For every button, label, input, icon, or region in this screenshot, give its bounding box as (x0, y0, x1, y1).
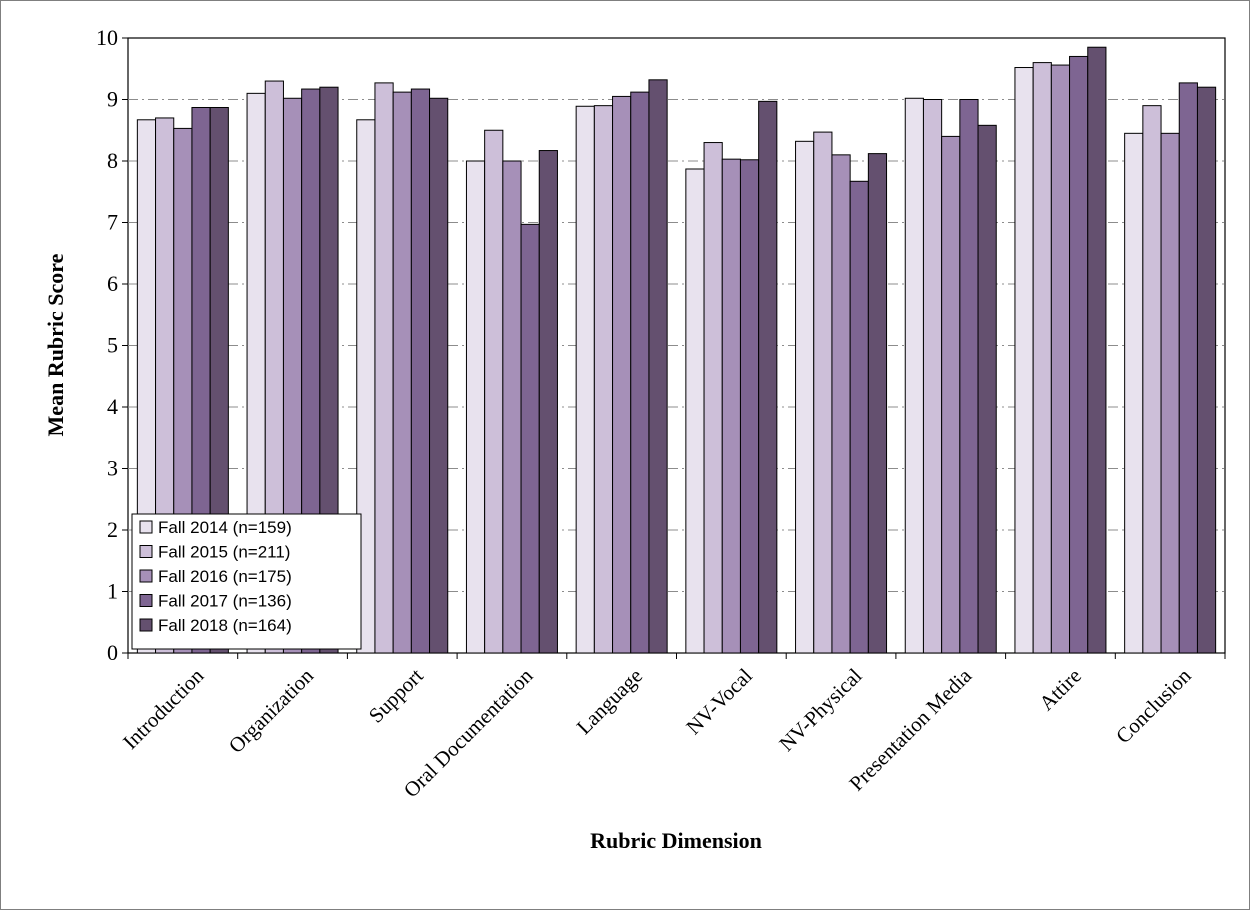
y-tick-label: 6 (107, 271, 118, 296)
bar (502, 160, 522, 654)
bar (319, 86, 339, 654)
legend-swatch (139, 545, 153, 558)
y-tick-label: 0 (107, 640, 118, 665)
bar (977, 124, 997, 654)
bar (612, 95, 632, 654)
bar (648, 79, 668, 654)
bar (795, 140, 815, 654)
x-tick-label: Language (572, 664, 648, 740)
bar (538, 150, 558, 654)
bar (813, 131, 833, 654)
bar (520, 223, 540, 654)
bar (739, 159, 760, 654)
y-tick-label: 1 (107, 579, 118, 604)
bar (1160, 132, 1180, 654)
bar (374, 82, 394, 654)
x-tick-label: Attire (1034, 664, 1086, 716)
bar (484, 129, 504, 654)
legend-label: Fall 2014 (n=159) (158, 518, 292, 537)
y-tick-label: 5 (107, 333, 118, 358)
legend-label: Fall 2017 (n=136) (158, 592, 292, 611)
bar (1142, 105, 1162, 654)
bar (922, 99, 943, 654)
legend-swatch (139, 569, 153, 583)
bar (575, 105, 595, 654)
bar (959, 99, 979, 654)
bar (465, 160, 486, 654)
legend-box (131, 513, 362, 650)
bar (721, 158, 741, 654)
bar (703, 142, 723, 654)
bar (867, 153, 888, 654)
bar (1178, 82, 1198, 654)
bar (429, 97, 449, 654)
legend-label: Fall 2015 (n=211) (158, 543, 290, 562)
y-tick-label: 2 (107, 517, 118, 542)
legend-label: Fall 2018 (n=164) (158, 616, 292, 635)
x-tick-label: Introduction (118, 663, 209, 754)
bar (392, 91, 412, 654)
bar (410, 88, 431, 654)
bar (831, 154, 851, 654)
legend-swatch (139, 594, 153, 607)
y-tick-label: 4 (107, 394, 118, 419)
x-tick-label: NV-Vocal (681, 663, 757, 739)
legend-label: Fall 2016 (n=175) (158, 567, 292, 586)
bar (941, 135, 961, 654)
bars (136, 46, 1217, 654)
bar (1087, 46, 1107, 654)
y-tick-label: 3 (107, 456, 118, 481)
y-tick-label: 7 (107, 210, 118, 235)
bar (1050, 64, 1071, 654)
legend-swatch (139, 520, 153, 534)
bar (1196, 86, 1217, 654)
legend: Fall 2014 (n=159) Fall 2015 (n=211) Fall 2… (131, 513, 362, 650)
y-tick-label: 10 (96, 25, 118, 50)
x-tick-label: Support (364, 663, 428, 727)
x-tick-label: Conclusion (1111, 663, 1196, 748)
bar (1032, 62, 1052, 654)
x-tick-label: Organization (224, 663, 319, 758)
y-tick-label: 9 (107, 87, 118, 112)
x-axis-title: Rubric Dimension (590, 828, 762, 853)
legend-swatch (139, 618, 153, 632)
y-tick-label: 8 (107, 148, 118, 173)
bar (758, 100, 778, 654)
x-tick-label: NV-Physical (774, 663, 866, 755)
bar (1124, 132, 1144, 654)
bar (685, 168, 705, 654)
bar (1014, 67, 1034, 654)
bar (593, 105, 614, 654)
y-axis-title: Mean Rubric Score (43, 253, 68, 436)
bar (630, 91, 650, 654)
bar (1069, 55, 1089, 654)
bar (904, 97, 924, 654)
bar (849, 180, 869, 654)
